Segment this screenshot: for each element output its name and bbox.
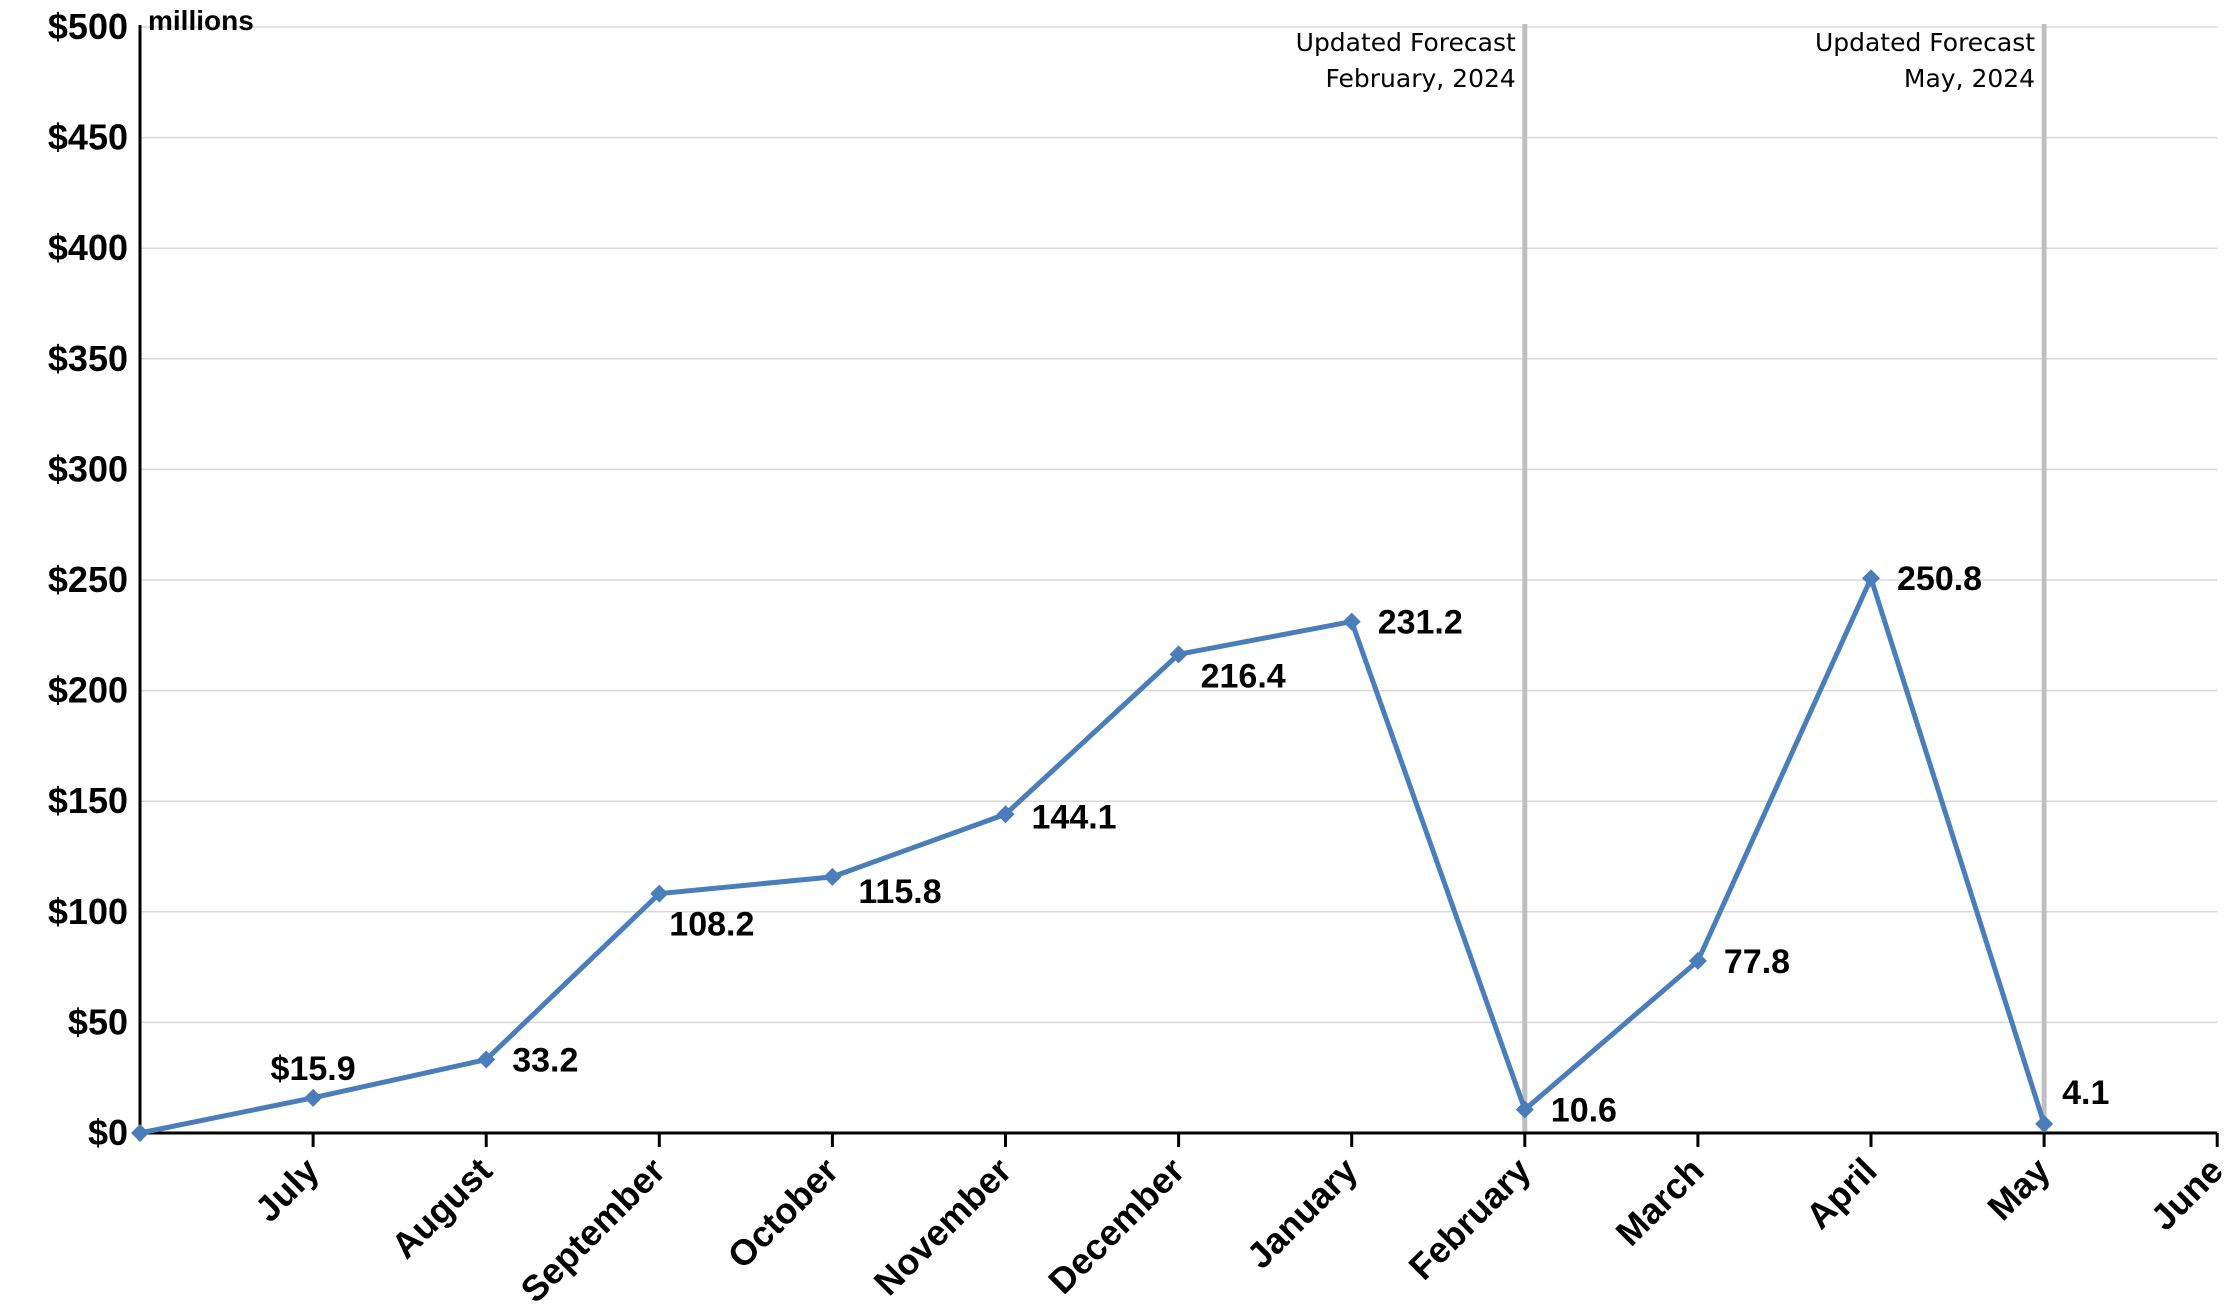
x-tick-label: July [247, 1150, 327, 1230]
forecast-markers [1522, 24, 2047, 1133]
series-line [139, 575, 2047, 1136]
x-tick-label: October [719, 1150, 846, 1277]
x-tick-label: April [1798, 1150, 1885, 1237]
y-tick-label: $250 [48, 559, 128, 600]
x-tick-label: June [2142, 1150, 2230, 1238]
gridlines [140, 26, 2218, 1024]
data-label: 10.6 [1551, 1092, 1617, 1130]
data-label: 115.8 [858, 873, 941, 911]
y-tick-label: $450 [48, 117, 128, 158]
data-point [650, 884, 669, 903]
data-label: 216.4 [1201, 657, 1286, 695]
y-tick-label: $500 [48, 6, 128, 47]
x-tick-label: January [1239, 1150, 1366, 1277]
data-label: 144.1 [1032, 798, 1117, 836]
y-tick-label: $50 [68, 1001, 128, 1042]
data-label: 108.2 [669, 906, 754, 944]
data-point [1342, 612, 1361, 631]
data-label: $15.9 [271, 1050, 356, 1088]
data-labels: $15.9 33.2 108.2 115.8 144.1 216.4 231.2 10.6 77… [271, 560, 2110, 1129]
data-label: 33.2 [512, 1042, 578, 1080]
x-tick-label: February [1401, 1150, 1539, 1288]
data-point [2035, 1114, 2054, 1133]
data-point [823, 867, 842, 886]
data-point [477, 1050, 496, 1069]
data-label: 77.8 [1724, 943, 1790, 981]
y-tick-label: $350 [48, 338, 128, 379]
y-axis-ticks: $0 $50 $100 $150 $200 $250 $300 $350 $400 $450 $50… [48, 6, 128, 1153]
forecast-annotation: Updated Forecast [1815, 28, 2035, 57]
y-tick-label: $150 [48, 780, 128, 821]
x-tick-label: December [1040, 1150, 1192, 1302]
data-point [1688, 951, 1707, 970]
y-tick-label: $300 [48, 448, 128, 489]
forecast-annotation: May, 2024 [1904, 64, 2035, 93]
data-point [131, 1124, 149, 1142]
y-unit-label: millions [148, 5, 254, 36]
data-label: 231.2 [1378, 604, 1463, 642]
x-tick-label: May [1979, 1150, 2058, 1229]
y-tick-label: $0 [88, 1112, 128, 1153]
y-tick-label: $100 [48, 891, 128, 932]
data-label: 250.8 [1897, 560, 1982, 598]
x-tick-label: March [1608, 1150, 1712, 1254]
data-point [1515, 1100, 1534, 1119]
x-tick-label: September [512, 1150, 673, 1311]
data-point [996, 805, 1015, 824]
x-tick-label: August [383, 1150, 500, 1267]
forecast-annotation: Updated Forecast [1296, 28, 1516, 57]
y-tick-label: $400 [48, 227, 128, 268]
data-label: 4.1 [2062, 1074, 2109, 1112]
x-tick-label: November [866, 1150, 1019, 1303]
forecast-annotation: February, 2024 [1326, 64, 1516, 93]
x-axis-ticks: July August September October November Decemb… [247, 1133, 2231, 1310]
y-tick-label: $200 [48, 670, 128, 711]
data-point [1169, 645, 1188, 664]
series [131, 569, 2054, 1142]
annotations: Updated Forecast February, 2024 Updated Fo… [1296, 28, 2036, 93]
data-point [304, 1088, 323, 1107]
data-point [1862, 569, 1880, 588]
